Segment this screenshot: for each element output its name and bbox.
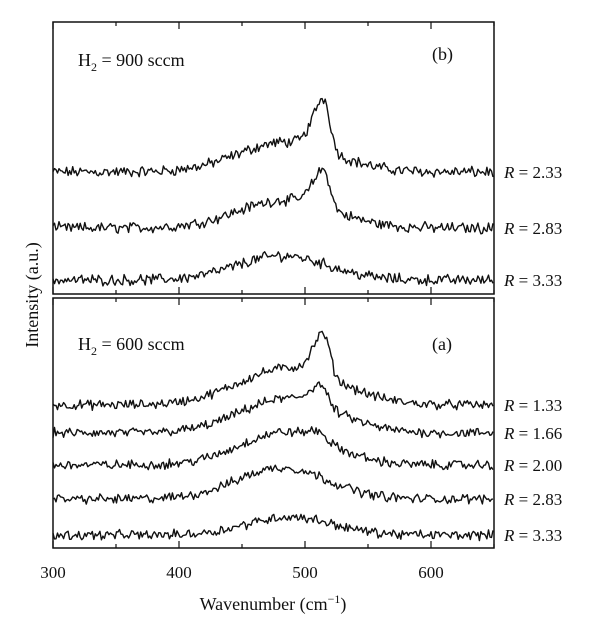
series-label-a-1: R = 1.66 — [503, 424, 562, 443]
panel-a-traces — [52, 330, 494, 542]
series-label-a-0: R = 1.33 — [503, 396, 562, 415]
series-labels: R = 2.33 R = 2.83 R = 3.33 R = 1.33 R = 1.66… — [503, 163, 562, 545]
trace-b-r-2-33 — [52, 97, 494, 178]
x-tick-label-600: 600 — [418, 563, 444, 582]
x-tick-label-500: 500 — [292, 563, 318, 582]
panel-a-frame — [52, 297, 495, 549]
panel-b-condition: H2 = 900 sccm — [78, 50, 185, 74]
trace-b-r-3-33 — [52, 251, 494, 287]
y-axis-title: Intensity (a.u.) — [22, 242, 43, 347]
x-tick-label-300: 300 — [40, 563, 66, 582]
panel-b-tag: (b) — [432, 44, 453, 65]
series-label-b-1: R = 2.83 — [503, 219, 562, 238]
trace-b-r-2-83 — [52, 167, 494, 235]
panel-a-tag: (a) — [432, 334, 452, 355]
x-axis-title: Wavenumber (cm−1) — [200, 592, 347, 615]
panel-a-condition: H2 = 600 sccm — [78, 334, 185, 358]
trace-a-r-1-33 — [52, 330, 494, 411]
panel-b-frame — [52, 21, 495, 295]
series-label-a-4: R = 3.33 — [503, 526, 562, 545]
panel-b-traces — [52, 97, 494, 287]
series-label-b-2: R = 3.33 — [503, 271, 562, 290]
trace-a-r-1-66 — [52, 381, 494, 439]
series-label-a-3: R = 2.83 — [503, 490, 562, 509]
series-label-a-2: R = 2.00 — [503, 456, 562, 475]
series-label-b-0: R = 2.33 — [503, 163, 562, 182]
trace-a-r-2-83 — [52, 464, 494, 505]
x-tick-label-400: 400 — [166, 563, 192, 582]
x-axis-ticks: 300 400 500 600 — [40, 22, 495, 582]
trace-a-r-3-33 — [52, 513, 494, 542]
trace-a-r-2-00 — [52, 426, 494, 471]
